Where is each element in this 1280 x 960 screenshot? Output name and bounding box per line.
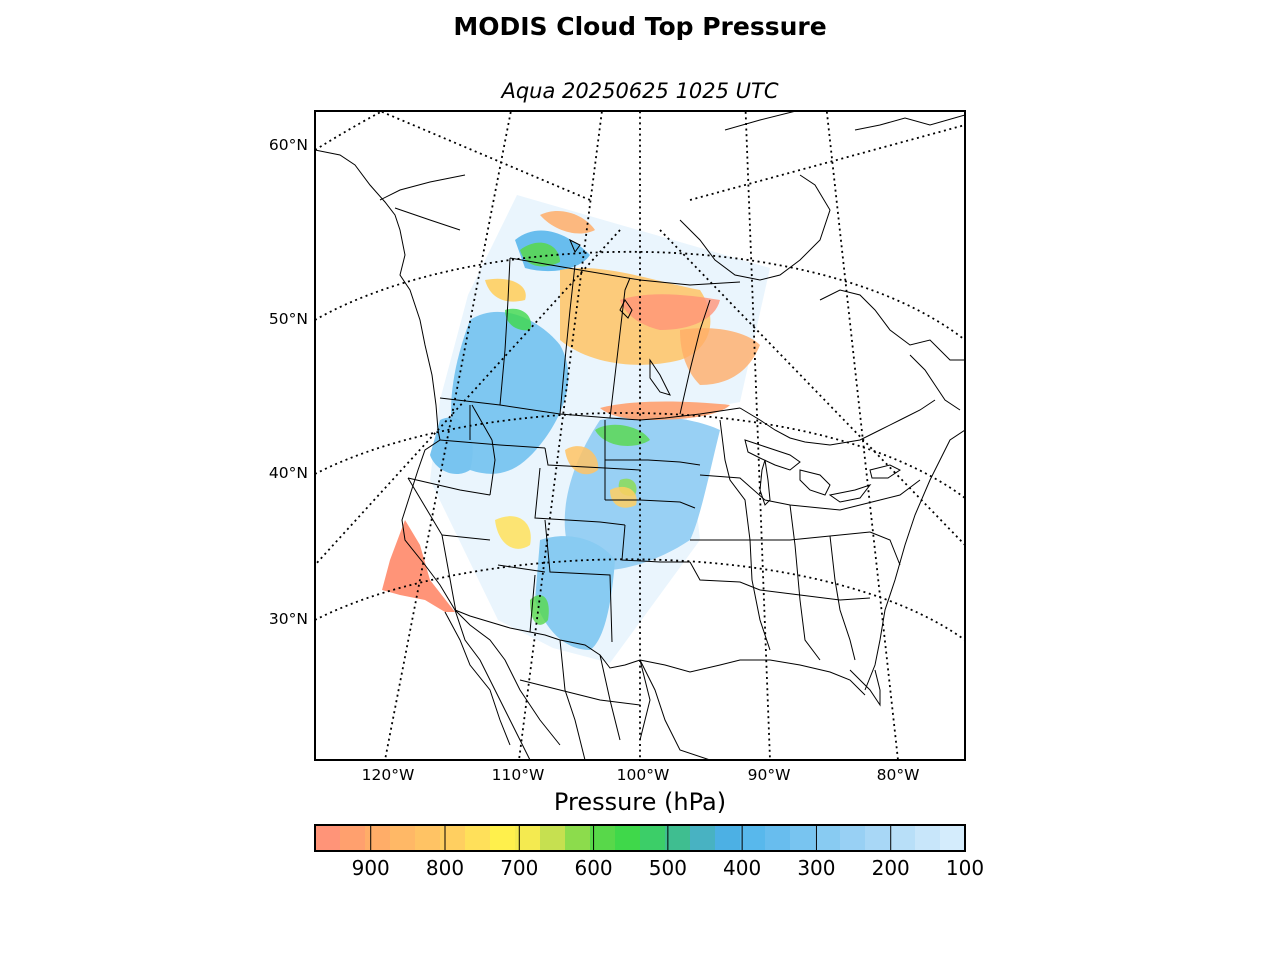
colorbar-cell xyxy=(390,825,416,851)
lat-label-40: 40°N xyxy=(269,464,308,482)
colorbar-cell xyxy=(415,825,441,851)
colorbar-cell xyxy=(590,825,616,851)
colorbar-tick-label: 200 xyxy=(872,856,910,880)
colorbar-tick-label: 600 xyxy=(574,856,612,880)
colorbar-cell xyxy=(865,825,891,851)
colorbar-tick-label: 400 xyxy=(723,856,761,880)
colorbar-tick-label: 900 xyxy=(352,856,390,880)
colorbar-cell xyxy=(565,825,591,851)
colorbar-cell xyxy=(540,825,566,851)
lon-label-90w: 90°W xyxy=(748,766,791,784)
cloud-pressure-overlay xyxy=(382,195,770,663)
colorbar-cell xyxy=(740,825,766,851)
colorbar-cell xyxy=(365,825,391,851)
colorbar-cell xyxy=(790,825,816,851)
colorbar-tick-label: 700 xyxy=(500,856,538,880)
colorbar-tick-label: 500 xyxy=(649,856,687,880)
colorbar-tick-label: 100 xyxy=(946,856,984,880)
colorbar-title: Pressure (hPa) xyxy=(554,788,726,816)
graticule xyxy=(315,111,965,760)
colorbar-cell xyxy=(915,825,941,851)
colorbar-cell xyxy=(665,825,691,851)
colorbar-cell xyxy=(340,825,366,851)
lon-label-80w: 80°W xyxy=(877,766,920,784)
colorbar-cell xyxy=(490,825,516,851)
colorbar-ticks: 900 800 700 600 500 400 300 200 100 xyxy=(352,825,984,880)
subtitle: Aqua 20250625 1025 UTC xyxy=(501,79,779,103)
colorbar-cell xyxy=(315,825,341,851)
colorbar-cell xyxy=(840,825,866,851)
political-borders xyxy=(379,174,936,760)
lon-label-120w: 120°W xyxy=(362,766,415,784)
lat-label-50: 50°N xyxy=(269,310,308,328)
colorbar-cell xyxy=(890,825,916,851)
lat-label-30: 30°N xyxy=(269,610,308,628)
coastlines xyxy=(315,111,965,760)
colorbar-tick-label: 800 xyxy=(426,856,464,880)
colorbar-cell xyxy=(440,825,466,851)
colorbar-cell xyxy=(815,825,841,851)
page-title: MODIS Cloud Top Pressure xyxy=(453,12,827,41)
colorbar-cell xyxy=(640,825,666,851)
colorbar-cell xyxy=(465,825,491,851)
colorbar-tick-label: 300 xyxy=(797,856,835,880)
colorbar-cell xyxy=(690,825,716,851)
lon-label-100w: 100°W xyxy=(617,766,670,784)
colorbar-cell xyxy=(940,825,966,851)
lat-label-60: 60°N xyxy=(269,136,308,154)
lon-label-110w: 110°W xyxy=(492,766,545,784)
colorbar-cell xyxy=(715,825,741,851)
colorbar xyxy=(315,825,966,851)
colorbar-cell xyxy=(765,825,791,851)
map-frame xyxy=(314,110,966,761)
colorbar-cell xyxy=(615,825,641,851)
